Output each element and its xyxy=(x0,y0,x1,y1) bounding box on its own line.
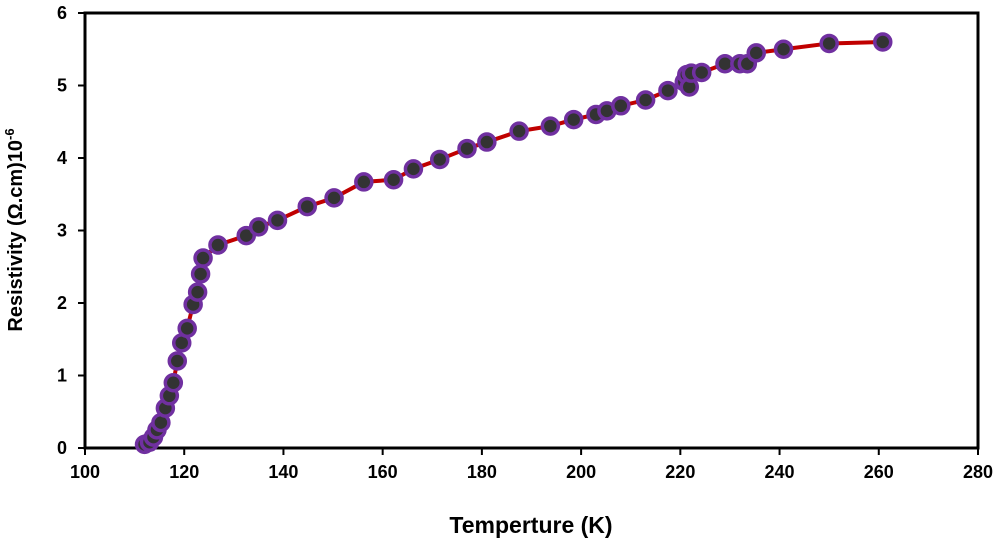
x-tick-label: 260 xyxy=(864,462,894,482)
data-point xyxy=(193,248,213,268)
y-tick-label: 2 xyxy=(57,293,67,313)
data-point xyxy=(563,109,584,130)
data-point xyxy=(819,33,839,54)
data-point xyxy=(540,116,561,136)
y-axis-title-exponent: -6 xyxy=(2,128,17,140)
plot-area xyxy=(83,11,980,450)
y-tick-label: 3 xyxy=(57,221,67,241)
data-point xyxy=(658,80,678,101)
data-point xyxy=(208,235,228,255)
y-axis-ticks: 0 1 2 3 4 5 6 xyxy=(57,3,85,458)
x-axis-ticks: 100 120 140 160 180 200 220 240 260 280 xyxy=(70,448,993,482)
x-tick-label: 220 xyxy=(665,462,695,482)
x-tick-label: 200 xyxy=(566,462,596,482)
y-axis-title-main: Resistivity (Ω.cm)10 xyxy=(5,140,27,332)
data-point xyxy=(477,132,497,152)
x-tick-label: 280 xyxy=(963,462,993,482)
data-point xyxy=(187,282,208,302)
y-axis-title: Resistivity (Ω.cm)10-6 xyxy=(2,128,27,331)
x-tick-label: 120 xyxy=(169,462,199,482)
data-point xyxy=(429,149,450,170)
data-points xyxy=(134,32,893,455)
data-point xyxy=(691,62,712,83)
y-tick-label: 4 xyxy=(57,148,67,168)
data-point xyxy=(354,172,374,192)
data-point xyxy=(635,90,656,110)
y-tick-label: 6 xyxy=(57,3,67,23)
x-tick-label: 240 xyxy=(765,462,795,482)
x-tick-label: 100 xyxy=(70,462,100,482)
data-point xyxy=(403,159,424,179)
data-point xyxy=(267,210,288,231)
data-point xyxy=(773,39,794,59)
y-tick-label: 5 xyxy=(57,76,67,96)
y-tick-label: 1 xyxy=(57,366,67,386)
data-point xyxy=(167,351,188,371)
data-point xyxy=(248,217,269,237)
data-point xyxy=(383,170,404,190)
data-point xyxy=(190,264,211,284)
data-point xyxy=(746,43,766,63)
x-tick-label: 160 xyxy=(368,462,398,482)
data-point xyxy=(509,121,529,141)
data-point xyxy=(873,32,893,52)
data-point xyxy=(177,318,197,339)
data-point xyxy=(611,96,631,116)
x-axis-title: Temperture (K) xyxy=(449,512,612,538)
data-point xyxy=(163,373,184,393)
y-tick-label: 0 xyxy=(57,438,67,458)
data-point xyxy=(457,138,477,159)
x-tick-label: 140 xyxy=(268,462,298,482)
data-point xyxy=(324,188,344,208)
x-tick-label: 180 xyxy=(467,462,497,482)
data-point xyxy=(297,196,318,217)
